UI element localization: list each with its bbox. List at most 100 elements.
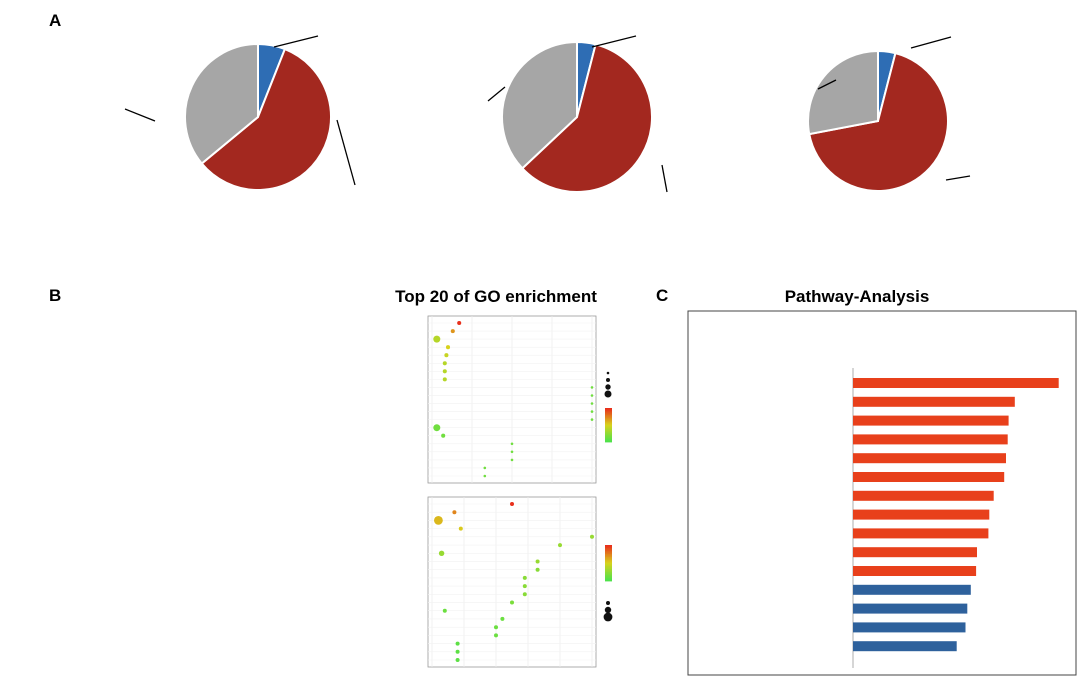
go-color-bar-segment	[605, 433, 612, 436]
go-dot	[455, 641, 460, 646]
go-color-bar-segment	[605, 560, 612, 562]
go-color-bar-segment	[605, 578, 612, 580]
go-dot	[450, 329, 455, 334]
go-dot	[452, 510, 457, 515]
go-dot	[522, 584, 527, 589]
go-dot	[455, 658, 460, 662]
pie-leader-line	[661, 164, 668, 193]
go-dot	[483, 474, 487, 478]
go-dot	[535, 559, 540, 564]
go-color-bar-segment	[605, 572, 612, 574]
go-color-bar-segment	[605, 563, 612, 565]
go-color-bar-segment	[605, 557, 612, 559]
go-color-bar-segment	[605, 561, 612, 564]
go-color-bar-segment	[605, 427, 612, 430]
pathway-title: Pathway-Analysis	[785, 287, 930, 306]
go-color-bar-segment	[605, 420, 612, 423]
go-size-legend-dot	[606, 601, 610, 605]
go-color-bar-segment	[605, 426, 612, 429]
go-color-bar-segment	[605, 439, 612, 441]
go-color-bar-segment	[605, 434, 612, 437]
panel-letter-a: A	[49, 11, 61, 30]
go-dot	[522, 575, 527, 580]
go-color-bar-segment	[605, 437, 612, 440]
go-dot	[433, 424, 441, 432]
pie-leader-line	[487, 86, 506, 102]
go-size-legend-dot	[606, 378, 610, 382]
go-dot	[455, 649, 460, 654]
go-dot	[535, 567, 540, 572]
pie-slice-cds	[200, 47, 332, 191]
go-dot	[438, 550, 445, 557]
panel-letter-b: B	[49, 286, 61, 305]
pathway-bar	[853, 378, 1059, 388]
go-color-bar-segment	[605, 548, 612, 550]
pie-leader-line	[817, 79, 837, 90]
go-color-bar-segment	[605, 413, 612, 416]
go-dot	[590, 386, 594, 389]
go-dot	[483, 466, 487, 470]
go-color-bar-segment	[605, 408, 612, 410]
pie-slice-3-utr	[184, 42, 259, 165]
go-title: Top 20 of GO enrichment	[395, 287, 597, 306]
go-color-bar-segment	[605, 545, 612, 547]
go-dot	[444, 353, 449, 358]
pie-chart-ad	[487, 35, 668, 193]
go-dot	[590, 410, 594, 413]
go-dot	[510, 458, 514, 462]
pathway-bar	[853, 472, 1005, 482]
go-dot	[458, 526, 463, 531]
go-dot	[558, 543, 562, 548]
go-dot	[442, 377, 447, 382]
go-dot	[494, 633, 498, 638]
pie-leader-line	[910, 36, 952, 49]
go-dot	[590, 394, 594, 397]
go-dotplot-top	[427, 315, 612, 484]
go-color-bar-segment	[605, 425, 612, 427]
pie-slice-3-utr	[807, 49, 879, 136]
pathway-bar	[853, 641, 957, 652]
go-dot	[510, 442, 514, 446]
go-color-bar-segment	[605, 575, 612, 577]
go-color-bar-segment	[605, 410, 612, 413]
pathway-bar	[853, 622, 966, 633]
pathway-bar	[853, 434, 1008, 445]
pathway-bar	[853, 566, 977, 576]
go-dot	[457, 320, 462, 326]
panel-letter-c: C	[656, 286, 668, 305]
go-color-bar-segment	[605, 552, 612, 555]
pie-leader-line	[945, 175, 971, 181]
go-color-bar-segment	[605, 417, 612, 420]
go-color-bar-segment	[605, 415, 612, 417]
go-color-bar-segment	[605, 558, 612, 561]
pie-leader-line	[336, 119, 356, 186]
go-dot	[510, 502, 514, 506]
go-dot	[510, 450, 514, 454]
go-size-legend-dot	[604, 390, 612, 398]
go-dotplot-bottom	[427, 496, 613, 668]
go-color-bar-segment	[605, 551, 612, 553]
pie-leader-line	[273, 35, 319, 48]
go-color-bar-segment	[605, 576, 612, 579]
pathway-bar	[853, 396, 1015, 407]
pie-slice-cds	[808, 51, 949, 192]
go-color-bar-segment	[605, 440, 612, 443]
go-dot	[590, 418, 594, 421]
pie-leader-line	[591, 35, 637, 48]
go-dot	[510, 600, 514, 605]
pathway-bar	[853, 453, 1006, 464]
pathway-bar-chart	[687, 310, 1077, 676]
go-dot	[434, 516, 443, 525]
go-size-legend-dot	[605, 384, 611, 390]
go-color-bar-segment	[605, 570, 612, 573]
go-color-bar-segment	[605, 412, 612, 415]
go-dot	[442, 369, 447, 374]
go-dot	[590, 402, 594, 405]
go-color-bar-segment	[605, 569, 612, 571]
go-plot-area	[427, 496, 597, 668]
go-color-bar-segment	[605, 423, 612, 426]
go-dot	[442, 361, 447, 366]
pie-chart-dmmss	[807, 36, 971, 192]
pie-slice-cds	[520, 43, 654, 193]
